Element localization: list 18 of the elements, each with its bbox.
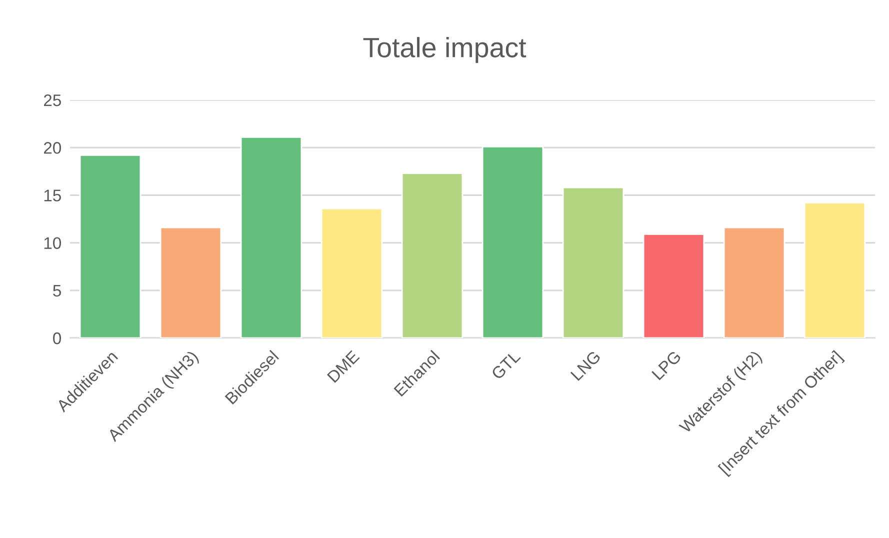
y-tick-label: 5 xyxy=(53,284,61,297)
chart-title: Totale impact xyxy=(363,37,526,63)
bar xyxy=(562,186,624,338)
bar xyxy=(79,154,142,338)
bar xyxy=(160,226,222,338)
bar xyxy=(482,146,544,338)
bar xyxy=(240,136,302,338)
y-tick-label: 10 xyxy=(44,237,62,250)
y-tick-label: 25 xyxy=(44,94,61,106)
bar xyxy=(642,234,705,338)
x-tick-label: GTL xyxy=(490,350,522,380)
bar xyxy=(723,226,786,338)
y-tick-label: 0 xyxy=(53,332,62,344)
bar xyxy=(401,172,464,338)
y-tick-label: 20 xyxy=(44,142,62,154)
bar xyxy=(320,208,383,338)
bar xyxy=(804,202,866,338)
y-tick-label: 15 xyxy=(44,190,61,202)
